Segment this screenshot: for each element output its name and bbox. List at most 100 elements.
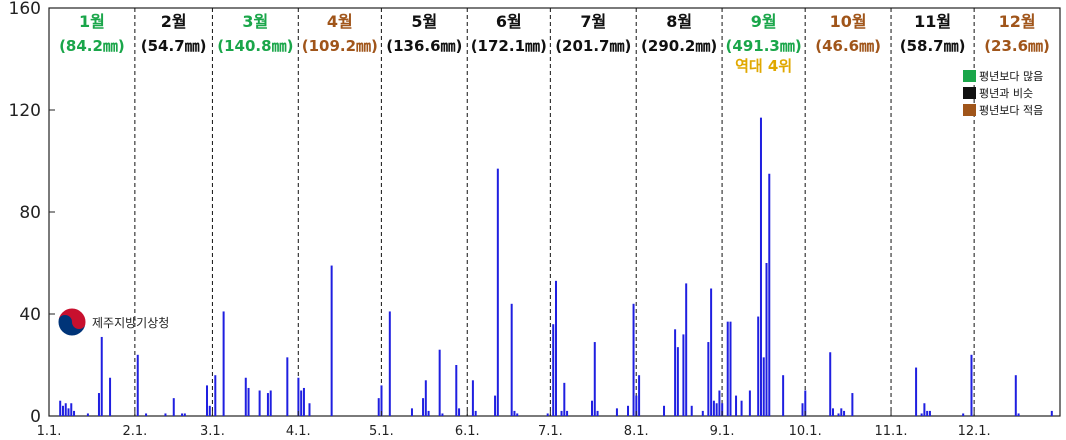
rain-bar (516, 413, 519, 416)
y-tick-label: 40 (19, 305, 41, 325)
rain-bar (61, 405, 64, 416)
month-total: (491.3㎜) (726, 37, 802, 55)
rain-bar (712, 400, 715, 416)
rain-bar (690, 405, 693, 416)
y-tick-label: 80 (19, 203, 41, 223)
rain-bar (615, 408, 618, 416)
rain-bar (427, 410, 430, 416)
month-name: 9월 (751, 12, 777, 31)
month-note: 역대 4위 (735, 57, 792, 75)
month-total: (109.2㎜) (302, 37, 378, 55)
legend-label: 평년보다 많음 (979, 70, 1043, 83)
x-tick-label: 2.1. (122, 424, 147, 439)
rain-bar (560, 410, 563, 416)
rain-bar (100, 336, 103, 416)
rain-bar (308, 403, 311, 416)
month-labels: 1월 (84.2㎜) 2월 (54.7㎜) 3월 (140.8㎜) 4월 (109.2㎜) 5월… (59, 12, 1050, 75)
rain-bar (214, 375, 217, 416)
logo-text: 제주지방기상청 (92, 316, 169, 330)
rain-bar (247, 387, 250, 416)
month-name: 10월 (830, 12, 867, 31)
y-axis: 0 40 80 120 160 (9, 0, 55, 427)
rain-bar (181, 413, 184, 416)
legend-swatch (963, 104, 976, 116)
x-tick-label: 10.1. (789, 424, 822, 439)
rain-bar (801, 403, 804, 416)
plot-border (48, 7, 1061, 417)
month-total: (290.2㎜) (641, 37, 717, 55)
rain-bar (474, 410, 477, 416)
rain-bar (682, 334, 685, 416)
rain-bar (86, 413, 89, 416)
month-total: (54.7㎜) (141, 37, 207, 55)
rain-bar (145, 413, 148, 416)
rain-bar (496, 168, 499, 416)
rain-bar (222, 311, 225, 416)
rain-bar (928, 410, 931, 416)
rain-bar (563, 382, 566, 416)
rain-bar (721, 403, 724, 416)
rain-bar (164, 413, 167, 416)
rain-bar (422, 398, 425, 416)
x-axis: 1.1. 2.1. 3.1. 4.1. 5.1. 6.1. 7.1. 8.1. 9.1. 10.1… (37, 411, 991, 439)
rain-bar (552, 324, 555, 416)
rain-bar (208, 405, 211, 416)
x-tick-label: 6.1. (455, 424, 480, 439)
rain-bar (740, 400, 743, 416)
month-name: 1월 (79, 12, 105, 31)
month-name: 11월 (914, 12, 951, 31)
rain-bar (286, 357, 289, 416)
rain-bar (926, 410, 929, 416)
month-total: (201.7㎜) (555, 37, 631, 55)
rain-bar (635, 395, 638, 416)
rain-bar (829, 352, 832, 416)
month-name: 7월 (580, 12, 606, 31)
rain-bar (258, 390, 261, 416)
rain-bar (701, 410, 704, 416)
rain-bar (1017, 413, 1020, 416)
rain-bar (64, 403, 67, 416)
rain-bar (674, 329, 677, 416)
month-total: (136.6㎜) (386, 37, 462, 55)
legend-swatch (963, 87, 976, 99)
rain-bar (555, 280, 557, 416)
rain-bar (726, 321, 729, 416)
plot-area (48, 7, 1061, 417)
y-tick-label: 120 (9, 101, 41, 121)
rain-bar (183, 413, 186, 416)
rain-bar (136, 354, 139, 416)
x-tick-label: 4.1. (286, 424, 311, 439)
rain-bar (97, 393, 100, 416)
rain-bar (67, 408, 70, 416)
month-dividers (134, 8, 975, 416)
rain-bar (759, 117, 762, 417)
rain-bar (768, 173, 771, 416)
rain-bar (438, 349, 441, 416)
month-name: 3월 (242, 12, 268, 31)
month-name: 6월 (496, 12, 522, 31)
rain-bar (73, 410, 76, 416)
rain-bar (676, 347, 679, 416)
month-name: 5월 (411, 12, 437, 31)
x-tick-label: 9.1. (710, 424, 735, 439)
rain-bar (718, 390, 721, 416)
x-tick-label: 1.1. (37, 424, 62, 439)
rain-bar (685, 283, 688, 416)
daily-rain-bars (59, 117, 1053, 417)
rain-bar (59, 400, 62, 416)
rain-bar (424, 380, 427, 416)
rain-bar (205, 385, 208, 416)
rain-bar (962, 413, 965, 416)
rain-bar (782, 375, 785, 416)
rain-bar (330, 265, 333, 416)
rain-bar (591, 400, 594, 416)
x-tick-label: 12.1. (958, 424, 991, 439)
rain-bar (269, 390, 272, 416)
y-tick-label: 0 (30, 407, 41, 427)
rain-bar (455, 365, 458, 416)
rain-bar (297, 377, 300, 416)
rain-bar (302, 387, 305, 416)
rain-bar (593, 342, 596, 416)
rain-bar (546, 413, 549, 416)
rain-bar (510, 303, 513, 416)
